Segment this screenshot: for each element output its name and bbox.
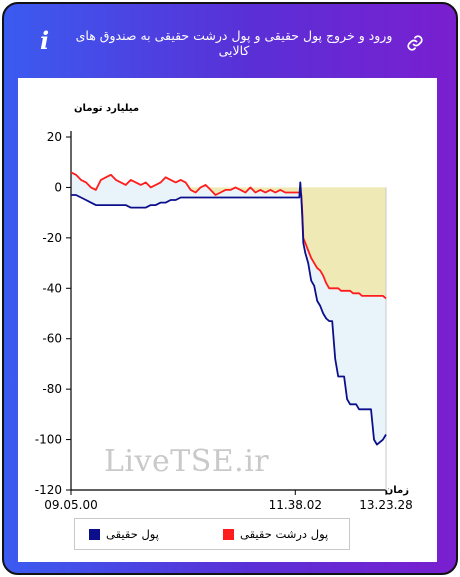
y-tick-label-0: 20 (47, 130, 62, 144)
legend: پول حقیقی پول درشت حقیقی (74, 518, 350, 550)
legend-item-big-real-money[interactable]: پول درشت حقیقی (223, 527, 328, 541)
link-icon[interactable] (406, 34, 424, 52)
chart-axes (66, 131, 387, 495)
legend-item-real-money[interactable]: پول حقیقی (89, 527, 159, 541)
real-money-area (71, 172, 386, 445)
y-tick-label-6: -100 (35, 433, 62, 447)
y-tick-label-5: -80 (42, 382, 62, 396)
chart-area-fills (71, 172, 386, 445)
series-line-1 (70, 171, 387, 300)
y-tick-label-4: -60 (42, 332, 62, 346)
y-tick-label-7: -120 (35, 483, 62, 497)
big-money-area (71, 172, 386, 299)
watermark: LiveTSE.ir (104, 444, 270, 479)
y-tick-label-1: 0 (54, 180, 62, 194)
legend-swatch-big-real-money (223, 528, 234, 540)
x-axis-title: زمان (385, 485, 409, 496)
series-line-0 (71, 181, 387, 446)
y-tick-label-2: -20 (42, 231, 62, 245)
x-tick-label-1: 11.38.02 (269, 498, 322, 512)
legend-label-real-money: پول حقیقی (106, 527, 159, 541)
y-axis-title: میلیارد تومان (74, 103, 139, 114)
legend-swatch-real-money (89, 528, 100, 540)
x-tick-label-2: 13.23.28 (359, 498, 412, 512)
y-tick-label-3: -40 (42, 281, 62, 295)
chart-title: ورود و خروج پول حقیقی و پول درشت حقیقی ب… (75, 28, 393, 58)
legend-label-big-real-money: پول درشت حقیقی (240, 527, 329, 541)
x-tick-label-0: 09.05.00 (44, 498, 97, 512)
info-icon[interactable]: i (40, 26, 50, 55)
chart-series-lines (70, 171, 387, 446)
